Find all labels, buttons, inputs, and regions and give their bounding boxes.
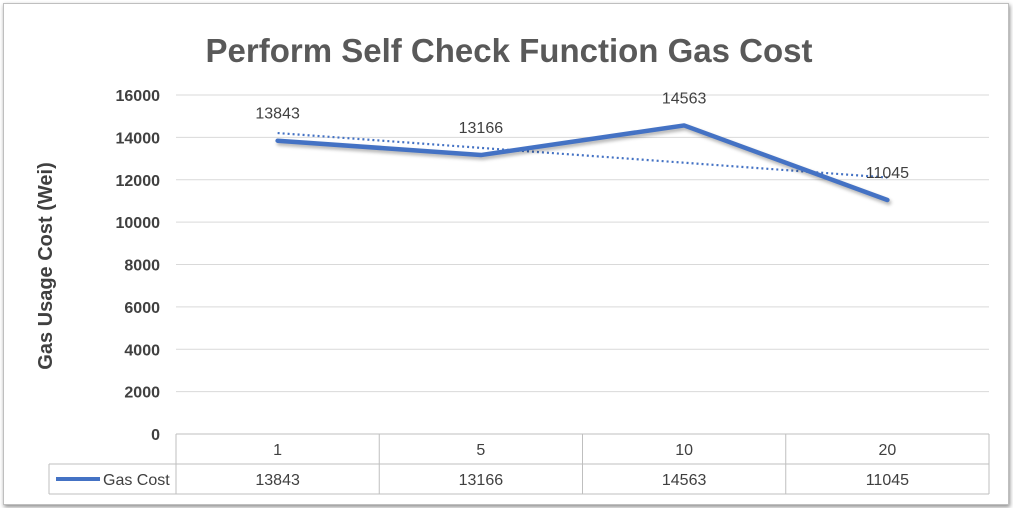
trendline: [277, 131, 888, 179]
y-tick-label: 8000: [124, 258, 160, 275]
series-layer: [275, 123, 892, 205]
table-value: 11045: [866, 472, 909, 489]
data-label: 13843: [255, 106, 300, 123]
y-tick-label: 0: [151, 427, 160, 444]
series-line-gas-cost: [275, 123, 890, 203]
line-chart: Perform Self Check Function Gas Cost Gas…: [35, 32, 990, 495]
x-category-label: 5: [476, 442, 485, 459]
y-tick-label: 6000: [124, 300, 160, 317]
legend-label: Gas Cost: [103, 472, 170, 489]
gridlines: [176, 94, 989, 393]
data-labels: 13843 13166 14563 11045: [255, 90, 909, 182]
table-value: 13843: [255, 472, 300, 489]
x-category-label: 1: [273, 442, 282, 459]
y-tick-label: 10000: [116, 215, 161, 232]
y-tick-label: 12000: [116, 173, 161, 190]
y-tick-label: 16000: [116, 88, 161, 105]
x-category-label: 20: [878, 442, 896, 459]
y-tick-label: 2000: [124, 385, 160, 402]
table-value: 13166: [459, 472, 504, 489]
y-axis-label: Gas Usage Cost (Wei): [35, 162, 57, 369]
y-tick-label: 14000: [116, 130, 161, 147]
chart-frame: Perform Self Check Function Gas Cost Gas…: [3, 3, 1009, 505]
chart-title: Perform Self Check Function Gas Cost: [206, 32, 813, 69]
data-label: 14563: [662, 90, 707, 107]
y-axis-ticks: 0 2000 4000 6000 8000 10000 12000 14000 16000: [116, 88, 161, 444]
data-label: 11045: [866, 165, 909, 182]
x-category-label: 10: [675, 442, 693, 459]
data-table: 1 5 10 20 13843 13166 14563 11045 Gas Cost: [48, 433, 990, 495]
data-label: 13166: [459, 120, 504, 137]
table-value: 14563: [662, 472, 707, 489]
y-tick-label: 4000: [124, 342, 160, 359]
trendline-line: [277, 131, 888, 179]
